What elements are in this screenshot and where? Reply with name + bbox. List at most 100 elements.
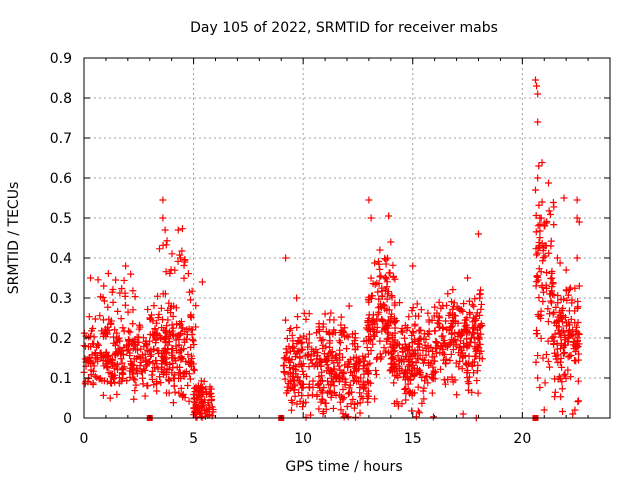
data-point [421,341,429,349]
data-point [570,337,578,345]
data-point [175,369,183,377]
data-point [325,350,333,358]
data-point [365,311,373,319]
data-point [385,269,393,277]
data-point [105,315,113,323]
data-point [477,305,485,313]
data-point [536,227,544,235]
data-point [382,349,390,357]
data-point [167,304,175,312]
data-point [144,346,152,354]
data-point [424,379,432,387]
data-point [176,254,184,262]
data-point [392,317,400,325]
data-point [302,315,310,323]
data-point [477,300,485,308]
data-point [548,299,556,307]
data-point [356,409,364,417]
data-point [174,226,182,234]
data-point [418,373,426,381]
data-point [162,268,170,276]
data-point [157,335,165,343]
data-point [149,367,157,375]
data-point [186,375,194,383]
data-point [119,370,127,378]
data-point [551,393,559,401]
data-point [132,381,140,389]
data-point [535,162,543,170]
data-point [452,340,460,348]
data-point [571,319,579,327]
data-point [309,377,317,385]
data-point [128,337,136,345]
data-point [427,359,435,367]
data-point [344,333,352,341]
data-point [476,291,484,299]
data-point [417,369,425,377]
data-point [158,324,166,332]
tick-labels: 0 5 10 15 20 0 0.1 0.2 0.3 0.4 0.5 0.6 0.7 0.8 0.9 [50,51,532,447]
data-point [351,334,359,342]
data-point [437,365,445,373]
data-point [558,363,566,371]
data-point [332,354,340,362]
data-point [129,287,137,295]
data-point [144,358,152,366]
data-point [168,369,176,377]
data-point [462,326,470,334]
data-point [137,358,145,366]
data-point [444,290,452,298]
data-point [151,364,159,372]
data-point [319,387,327,395]
data-point [402,353,410,361]
data-point [559,350,567,358]
data-point [557,393,565,401]
data-point [179,390,187,398]
axis-ticks [83,57,610,419]
data-point [558,408,566,416]
data-point [439,324,447,332]
data-point [180,262,188,270]
data-point [339,395,347,403]
data-point [558,385,566,393]
data-point [474,389,482,397]
data-point [151,326,159,334]
y-tick-label: 0.7 [50,131,72,147]
data-point [546,211,554,219]
data-point [184,381,192,389]
data-point [411,389,419,397]
data-point [373,354,381,362]
data-point [440,376,448,384]
data-point [97,293,105,301]
data-point [337,406,345,414]
data-point [538,283,546,291]
data-point [574,329,582,337]
data-point [159,290,167,298]
data-point [417,306,425,314]
data-point [300,332,308,340]
data-point [144,305,152,313]
data-point [294,313,302,321]
data-point [465,373,473,381]
data-point [297,339,305,347]
data-point [418,399,426,407]
data-point [367,346,375,354]
data-point [404,380,412,388]
data-point [565,326,573,334]
data-point [178,225,186,233]
data-point [200,377,208,385]
data-point [469,330,477,338]
data-point [544,357,552,365]
data-point [169,354,177,362]
data-point [449,305,457,313]
data-point [557,341,565,349]
data-point [129,320,137,328]
data-point [399,373,407,381]
data-point [451,311,459,319]
data-point [425,316,433,324]
data-point [343,345,351,353]
data-point [544,305,552,313]
data-point [382,273,390,281]
data-point [307,411,315,419]
data-point [156,373,164,381]
